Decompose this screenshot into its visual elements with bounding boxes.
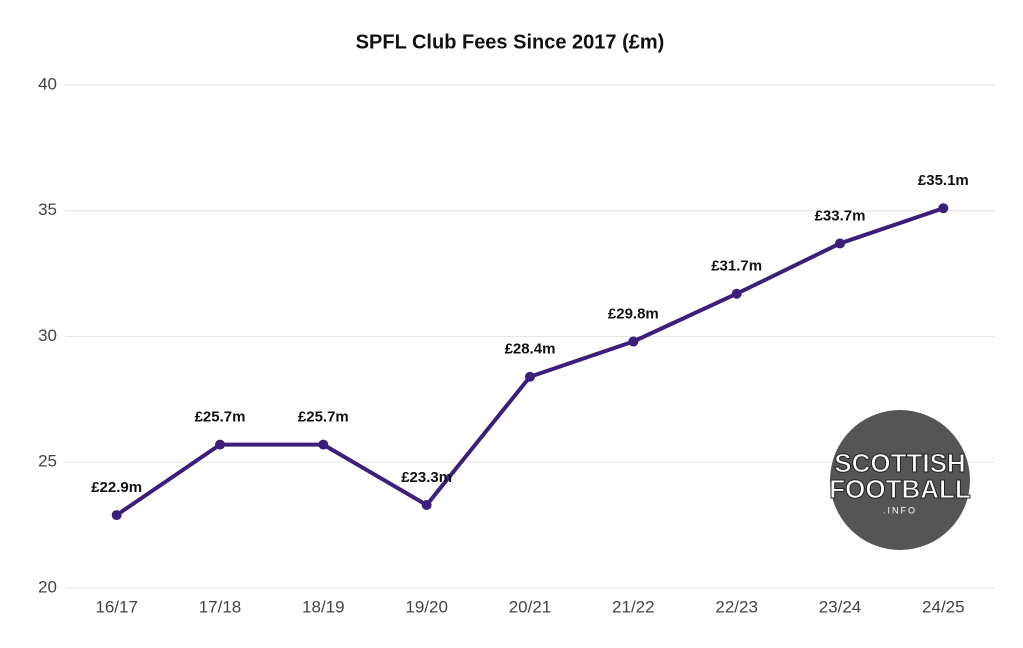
y-tick-label: 35 [38, 200, 57, 219]
y-tick-label: 20 [38, 577, 57, 596]
value-label: £29.8m [608, 305, 659, 322]
value-label: £22.9m [91, 479, 142, 496]
watermark: SCOTTISH FOOTBALL .INFO [829, 410, 971, 550]
point [111, 510, 122, 521]
chart-title: SPFL Club Fees Since 2017 (£m) [356, 31, 665, 53]
point [525, 371, 535, 382]
value-label: £31.7m [711, 258, 762, 275]
value-label: £25.7m [298, 409, 349, 426]
x-tick-label: 24/25 [922, 597, 965, 616]
watermark-circle [830, 410, 970, 550]
point [215, 439, 225, 450]
x-tick-label: 21/22 [612, 597, 655, 616]
y-tick-label: 25 [38, 452, 57, 471]
point [318, 439, 329, 450]
x-tick-label: 23/24 [819, 597, 862, 616]
x-tick-label: 18/19 [302, 597, 345, 616]
y-tick-label: 30 [38, 326, 57, 345]
point [628, 336, 639, 347]
point [421, 500, 432, 511]
value-label: £35.1m [918, 172, 969, 189]
point [731, 288, 742, 299]
x-tick-label: 16/17 [95, 597, 138, 616]
x-tick-label: 20/21 [509, 597, 552, 616]
value-label: £28.4m [505, 341, 556, 358]
value-label: £33.7m [815, 207, 866, 224]
x-tick-label: 17/18 [199, 597, 242, 616]
x-tick-label: 19/20 [405, 597, 448, 616]
x-tick-label: 22/23 [715, 597, 758, 616]
watermark-text: SCOTTISH [834, 448, 965, 478]
line [115, 206, 944, 517]
value-label: £23.3m [401, 469, 452, 486]
point [835, 238, 845, 249]
value-label: £25.7m [195, 409, 246, 426]
watermark-text: FOOTBALL [829, 474, 971, 504]
watermark-text: .INFO [883, 505, 917, 515]
y-tick-label: 40 [38, 74, 57, 93]
point [938, 203, 949, 214]
